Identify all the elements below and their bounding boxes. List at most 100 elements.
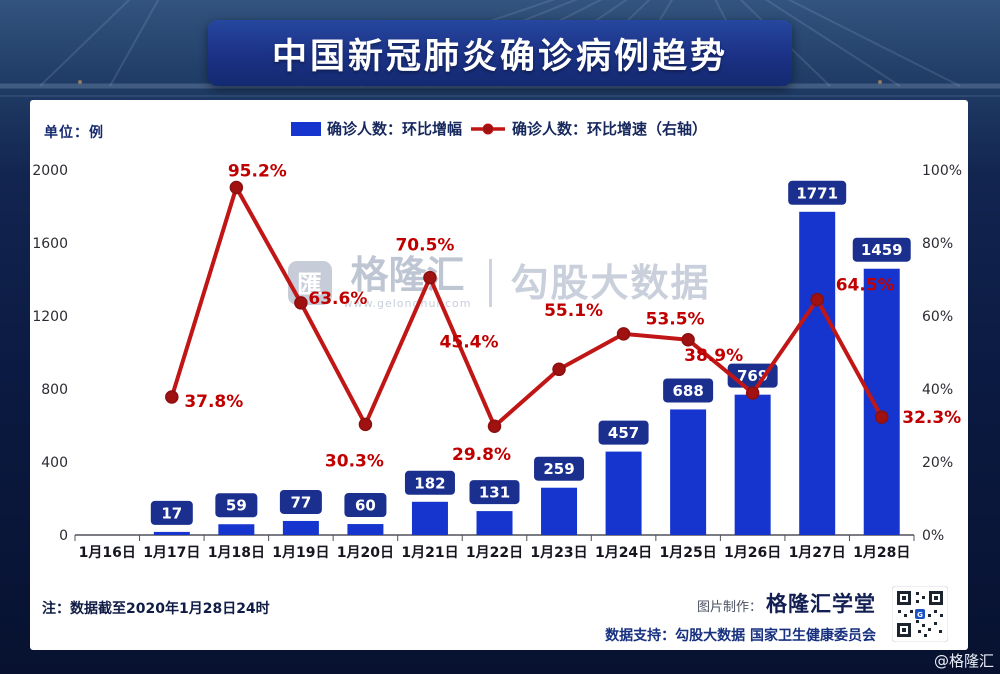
- bar: [282, 520, 319, 535]
- svg-text:400: 400: [41, 455, 68, 471]
- line-point: [552, 362, 566, 377]
- bar: [347, 524, 384, 535]
- bar: [605, 451, 642, 535]
- chart-legend: 确诊人数：环比增幅 确诊人数：环比增速（右轴）: [30, 118, 968, 139]
- svg-text:1459: 1459: [861, 241, 903, 259]
- svg-text:37.8%: 37.8%: [184, 392, 243, 412]
- bar: [411, 501, 448, 535]
- svg-text:1月22日: 1月22日: [466, 545, 523, 561]
- trend-chart-svg: 0 400 800 1200 1600 2000 0% 20% 40% 60% 80% 100% 1月1…: [32, 162, 962, 561]
- svg-text:17: 17: [161, 504, 182, 522]
- axes-layer: 0 400 800 1200 1600 2000 0% 20% 40% 60% 80% 100% 1月1…: [32, 163, 962, 561]
- bar: [734, 394, 771, 535]
- line-layer: [165, 180, 889, 433]
- bars-layer: [153, 211, 900, 536]
- line-point: [616, 327, 631, 341]
- svg-text:1月28日: 1月28日: [853, 545, 910, 561]
- svg-text:1月24日: 1月24日: [595, 545, 652, 561]
- legend-item-bars: 确诊人数：环比增幅: [290, 118, 462, 139]
- line-point: [487, 419, 502, 433]
- svg-text:259: 259: [543, 460, 574, 478]
- watermark-brand: 格隆汇: [350, 253, 465, 297]
- line-point: [423, 270, 437, 285]
- svg-text:95.2%: 95.2%: [228, 162, 287, 182]
- svg-text:100%: 100%: [922, 163, 962, 179]
- line-point: [229, 180, 244, 195]
- bar: [153, 531, 190, 535]
- bar: [218, 524, 255, 535]
- credit-brand: 格隆汇学堂: [766, 592, 876, 616]
- svg-text:20%: 20%: [922, 455, 953, 471]
- svg-text:60%: 60%: [922, 309, 953, 325]
- svg-text:1月20日: 1月20日: [337, 545, 394, 561]
- watermark-divider: [489, 259, 493, 307]
- svg-text:45.4%: 45.4%: [440, 332, 499, 352]
- bar: [476, 511, 513, 535]
- svg-text:0%: 0%: [922, 528, 944, 544]
- svg-text:800: 800: [41, 382, 68, 398]
- svg-text:59: 59: [226, 497, 247, 515]
- svg-text:1月21日: 1月21日: [401, 545, 458, 561]
- unit-label: 单位：例: [44, 125, 104, 141]
- qr-code: G: [892, 586, 948, 642]
- svg-text:1771: 1771: [796, 184, 838, 202]
- data-cutoff-note: 注：数据截至2020年1月28日24时: [42, 601, 270, 617]
- svg-text:64.5%: 64.5%: [836, 276, 895, 296]
- svg-text:688: 688: [672, 382, 703, 400]
- line-point: [165, 390, 179, 404]
- svg-text:32.3%: 32.3%: [902, 408, 961, 428]
- credits-block: 图片制作： 格隆汇学堂 数据支持：勾股大数据 国家卫生健康委员会: [605, 588, 876, 645]
- svg-text:2000: 2000: [32, 163, 68, 179]
- svg-text:457: 457: [608, 424, 639, 442]
- chart-panel: 单位：例 确诊人数：环比增幅 确诊人数：环比增速（右轴） 匯 格隆汇 www.g…: [30, 100, 968, 650]
- svg-text:1200: 1200: [32, 309, 68, 325]
- legend-item-line: 确诊人数：环比增速（右轴）: [470, 118, 707, 139]
- svg-text:1月18日: 1月18日: [208, 545, 265, 561]
- line-point: [810, 292, 824, 307]
- svg-text:60: 60: [355, 497, 376, 515]
- line-point: [681, 332, 695, 347]
- percent-labels: 37.8% 95.2% 63.6% 30.3% 70.5% 29.8% 45.4% 55.1%…: [184, 162, 961, 472]
- line-point: [358, 417, 373, 432]
- credit-line: 图片制作： 格隆汇学堂: [605, 588, 876, 618]
- bar-series-swatch-icon: [290, 121, 321, 136]
- line-series-label: 确诊人数：环比增速（右轴）: [512, 120, 708, 138]
- svg-text:63.6%: 63.6%: [308, 289, 367, 309]
- svg-text:G: G: [917, 611, 923, 619]
- title-banner: 中国新冠肺炎确诊病例趋势: [208, 20, 792, 86]
- svg-text:29.8%: 29.8%: [452, 445, 511, 465]
- svg-text:80%: 80%: [922, 236, 953, 252]
- svg-text:1月26日: 1月26日: [724, 545, 781, 561]
- credit-label: 图片制作：: [696, 600, 762, 615]
- bar: [799, 211, 836, 536]
- svg-text:70.5%: 70.5%: [395, 236, 454, 256]
- svg-text:40%: 40%: [922, 382, 953, 398]
- svg-text:1月16日: 1月16日: [79, 545, 136, 561]
- svg-text:1月17日: 1月17日: [143, 545, 200, 561]
- svg-text:38.9%: 38.9%: [684, 346, 743, 366]
- svg-text:53.5%: 53.5%: [646, 310, 705, 330]
- svg-text:0: 0: [59, 528, 68, 544]
- bar: [541, 487, 578, 535]
- bar-series-label: 确诊人数：环比增幅: [326, 120, 462, 138]
- svg-text:77: 77: [290, 493, 311, 511]
- svg-text:131: 131: [479, 484, 510, 502]
- svg-text:1月19日: 1月19日: [272, 545, 329, 561]
- bar: [670, 409, 707, 535]
- corner-watermark: @格隆汇: [933, 652, 994, 670]
- line-point: [294, 296, 308, 310]
- line-point: [874, 410, 889, 424]
- svg-text:1月27日: 1月27日: [789, 545, 846, 561]
- gelonghui-logo-icon: 匯: [287, 261, 332, 305]
- svg-text:1月25日: 1月25日: [659, 545, 716, 561]
- line-point: [745, 386, 760, 400]
- svg-text:1600: 1600: [32, 236, 68, 252]
- svg-text:1月23日: 1月23日: [530, 545, 587, 561]
- svg-text:55.1%: 55.1%: [544, 301, 603, 321]
- data-support-note: 数据支持：勾股大数据 国家卫生健康委员会: [605, 628, 876, 644]
- svg-text:182: 182: [414, 474, 445, 492]
- page-title: 中国新冠肺炎确诊病例趋势: [271, 36, 728, 77]
- bar: [863, 268, 900, 535]
